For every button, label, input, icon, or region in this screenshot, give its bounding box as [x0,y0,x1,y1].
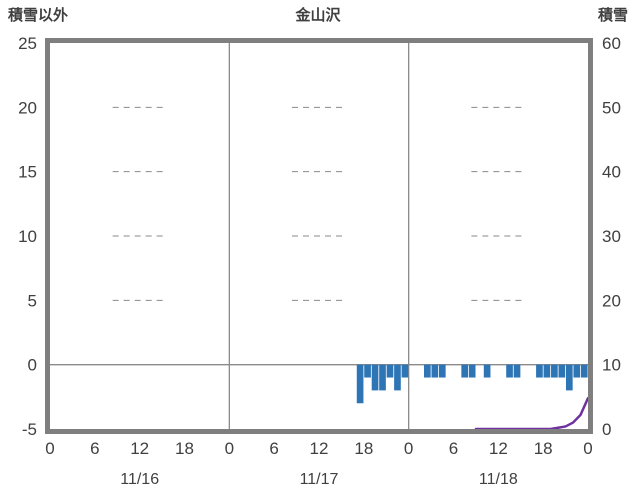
left-axis-tick-label: 10 [18,227,37,246]
precip-bar [438,364,446,378]
x-axis-tick-label: 0 [225,439,234,458]
precip-bar [513,364,521,378]
precip-bar [364,364,371,378]
precip-bar [468,364,476,378]
right-axis-tick-label: 20 [602,291,621,310]
precip-bar [379,364,386,391]
precip-bar [573,364,581,378]
right-axis-tick-label: 50 [602,98,621,117]
x-axis-tick-label: 0 [404,439,413,458]
left-axis-tick-label: 20 [18,98,37,117]
x-axis-tick-label: 0 [583,439,592,458]
precip-bar [483,364,491,378]
left-axis-tick-label: 15 [18,163,37,182]
x-axis-tick-label: 6 [90,439,99,458]
chart-title: 金山沢 [295,7,341,24]
x-axis-tick-label: 12 [310,439,329,458]
precip-bar [394,364,401,391]
date-label: 11/17 [300,471,339,488]
right-axis-tick-label: 30 [602,227,621,246]
precip-bar [356,364,364,404]
left-axis-tick-label: 5 [28,291,37,310]
precip-bar [371,364,379,391]
x-axis-tick-label: 6 [449,439,458,458]
date-label: 11/18 [479,471,518,488]
right-axis-tick-label: 0 [602,420,611,439]
right-axis-title: 積雪 [597,7,628,24]
precip-bar [506,364,513,378]
precip-bar [565,364,573,391]
precip-bar [424,364,431,378]
x-axis-tick-label: 12 [489,439,508,458]
precip-bar [580,364,588,378]
precip-bar [386,364,394,378]
precip-bar [551,364,558,378]
right-axis-tick-label: 60 [602,34,621,53]
left-axis-tick-label: -5 [22,420,37,439]
plot-frame [45,38,593,434]
x-axis-tick-label: 18 [534,439,553,458]
x-axis-tick-label: 0 [45,439,54,458]
x-axis-tick-label: 18 [354,439,373,458]
x-axis-tick-label: 18 [175,439,194,458]
left-axis-tick-label: 0 [28,356,37,375]
right-axis-tick-label: 10 [602,356,621,375]
x-axis-tick-label: 6 [269,439,278,458]
snow-depth-line [474,396,590,431]
precip-bar [558,364,566,378]
right-axis-tick-label: 40 [602,163,621,182]
precip-bar [536,364,543,378]
precip-bar [431,364,439,378]
left-axis-tick-label: 25 [18,34,37,53]
x-axis-tick-label: 12 [130,439,149,458]
precip-bar [461,364,469,378]
precip-bar [543,364,551,378]
left-axis-title: 積雪以外 [8,7,69,24]
date-label: 11/16 [120,471,159,488]
precip-bar [401,364,409,378]
